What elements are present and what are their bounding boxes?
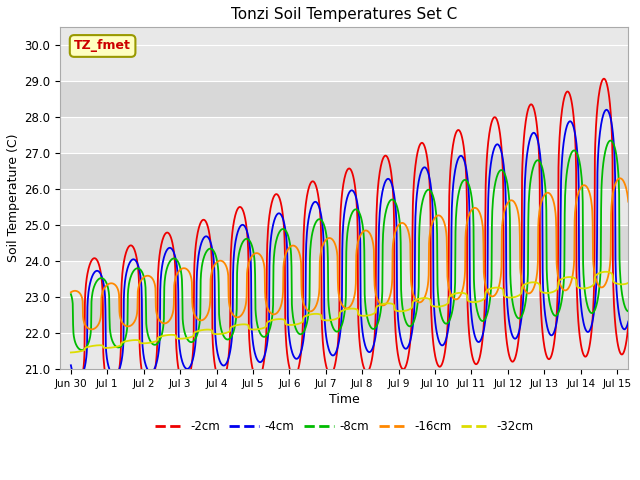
Bar (60, 261, 628, 297)
Bar (60, 81, 628, 117)
Title: Tonzi Soil Temperatures Set C: Tonzi Soil Temperatures Set C (231, 7, 457, 22)
Bar (60, 117, 628, 153)
X-axis label: Time: Time (328, 393, 360, 406)
Y-axis label: Soil Temperature (C): Soil Temperature (C) (7, 134, 20, 262)
Bar (60, 333, 628, 369)
Bar (60, 45, 628, 81)
Bar (60, 297, 628, 333)
Bar (60, 189, 628, 225)
Bar (60, 153, 628, 189)
Text: TZ_fmet: TZ_fmet (74, 39, 131, 52)
Bar (60, 225, 628, 261)
Legend: -2cm, -4cm, -8cm, -16cm, -32cm: -2cm, -4cm, -8cm, -16cm, -32cm (150, 416, 538, 438)
